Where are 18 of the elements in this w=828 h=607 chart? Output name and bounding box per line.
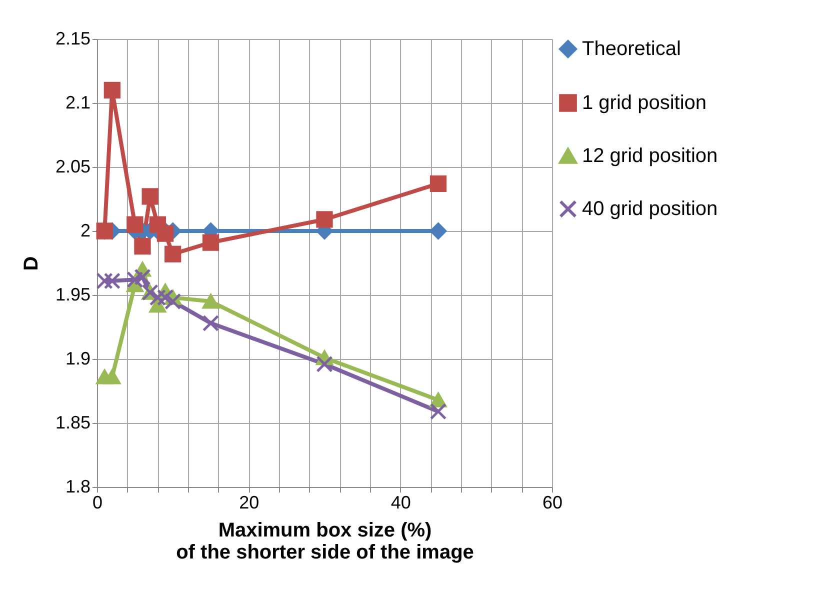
y-tick-label: 2 (80, 220, 90, 240)
legend-label: 12 grid position (582, 145, 718, 167)
x-tick-label: 60 (542, 492, 563, 512)
y-tick-label: 1.95 (55, 284, 90, 304)
y-tick-label: 2.1 (65, 92, 90, 112)
legend-label: Theoretical (582, 38, 681, 60)
y-tick-label: 1.85 (55, 412, 90, 432)
x-tick-label: 0 (92, 492, 103, 512)
y-tick-label: 1.9 (65, 348, 90, 368)
x-axis-title: Maximum box size (%) of the shorter side of the image (176, 520, 474, 564)
legend-label: 1 grid position (582, 92, 707, 114)
y-tick-label: 2.15 (55, 28, 90, 48)
x-tick-label: 40 (390, 492, 411, 512)
x-tick-label: 20 (239, 492, 260, 512)
y-tick-label: 2.05 (55, 156, 90, 176)
y-tick-label: 1.8 (65, 476, 90, 496)
legend-label: 40 grid position (582, 198, 718, 220)
y-axis-title: D (20, 256, 42, 271)
